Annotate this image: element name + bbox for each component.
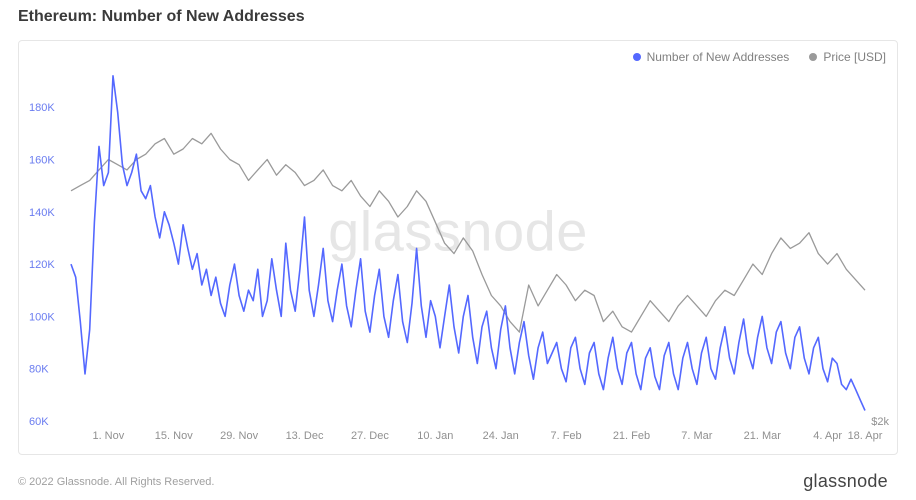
legend-dot-price xyxy=(809,53,817,61)
series-line-addresses xyxy=(71,76,865,411)
legend-item-addresses: Number of New Addresses xyxy=(633,50,790,64)
copyright-text: © 2022 Glassnode. All Rights Reserved. xyxy=(18,476,214,488)
x-tick-label: 15. Nov xyxy=(155,430,193,442)
legend-item-price: Price [USD] xyxy=(809,50,886,64)
x-tick-label: 21. Feb xyxy=(613,430,650,442)
chart-legend: Number of New Addresses Price [USD] xyxy=(633,50,886,64)
y-tick-label: 140K xyxy=(29,207,55,219)
y-tick-label: 60K xyxy=(29,416,49,428)
page-root: Ethereum: Number of New Addresses glassn… xyxy=(0,0,916,500)
chart-title: Ethereum: Number of New Addresses xyxy=(18,8,305,26)
chart-container: glassnode 60K80K100K120K140K160K180K$2k1… xyxy=(18,40,898,455)
x-tick-label: 21. Mar xyxy=(744,430,782,442)
y-tick-label: 180K xyxy=(29,102,55,114)
x-tick-label: 7. Feb xyxy=(550,430,581,442)
x-tick-label: 1. Nov xyxy=(92,430,124,442)
y-tick-label: 160K xyxy=(29,154,55,166)
x-tick-label: 10. Jan xyxy=(417,430,453,442)
y-tick-label: 120K xyxy=(29,259,55,271)
x-tick-label: 4. Apr xyxy=(813,430,842,442)
y-tick-label: 100K xyxy=(29,311,55,323)
brand-logo-text: glassnode xyxy=(803,471,888,492)
y-tick-label: 80K xyxy=(29,364,49,376)
x-tick-label: 7. Mar xyxy=(681,430,713,442)
legend-label-addresses: Number of New Addresses xyxy=(647,50,790,64)
x-tick-label: 29. Nov xyxy=(220,430,258,442)
chart-svg: 60K 80K 100K 120K 140K 160K 180K $2k 1. Nov 15. N… xyxy=(19,41,899,456)
legend-label-price: Price [USD] xyxy=(823,50,886,64)
y2-tick-label: $2k xyxy=(871,416,889,428)
x-tick-label: 24. Jan xyxy=(483,430,519,442)
x-tick-label: 27. Dec xyxy=(351,430,389,442)
x-tick-label: 18. Apr xyxy=(848,430,883,442)
legend-dot-addresses xyxy=(633,53,641,61)
x-tick-label: 13. Dec xyxy=(286,430,324,442)
